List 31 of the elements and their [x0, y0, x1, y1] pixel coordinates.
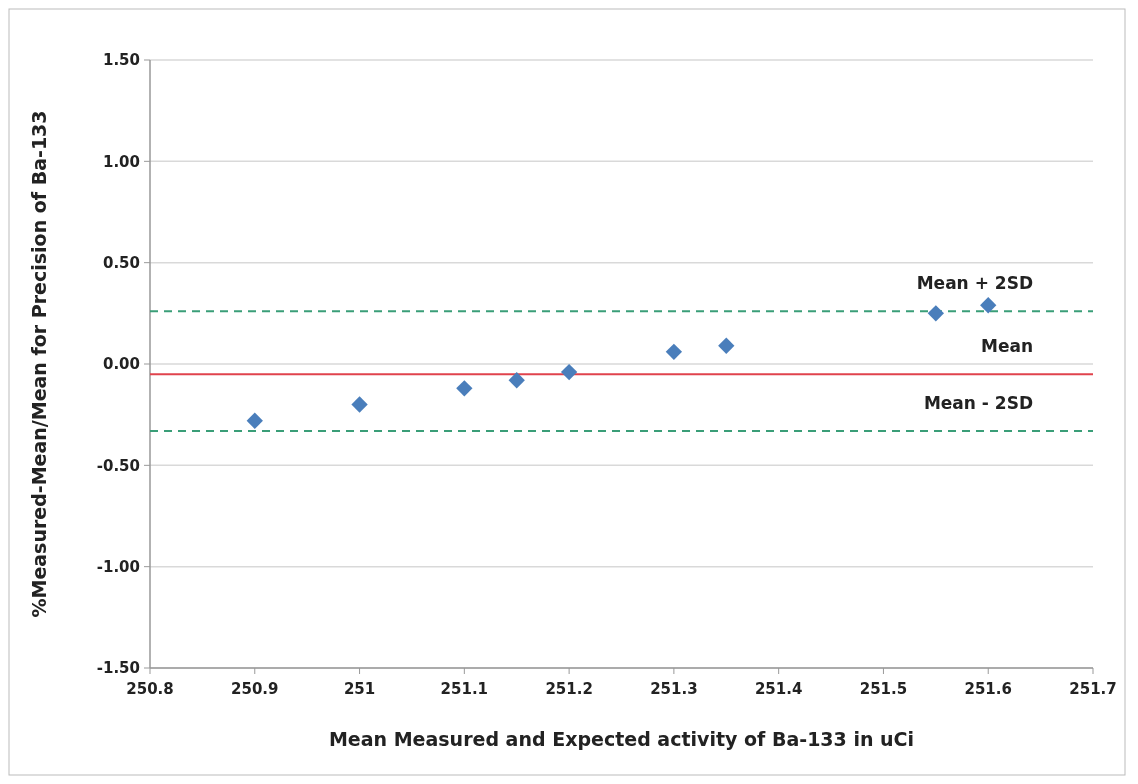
- point: [665, 343, 683, 360]
- x-axis-title: Mean Measured and Expected activity of Ba-133 in uCi: [328, 728, 915, 750]
- y-tick-label: -1.50: [96, 659, 140, 678]
- y-tick-label: 1.50: [102, 51, 140, 70]
- y-tick-label: 1.00: [102, 152, 140, 171]
- x-tick-label: 250.8: [126, 680, 174, 698]
- y-axis-title: %Measured-Mean/Mean for Precision of Ba-133: [28, 110, 50, 618]
- ref-line-label: Mean - 2SD: [923, 392, 1033, 413]
- ref-line-label: Mean + 2SD: [916, 273, 1033, 294]
- y-tick-label: 0.00: [102, 355, 140, 374]
- x-tick-label: 250.9: [231, 680, 279, 698]
- x-tick-label: 251.3: [650, 680, 698, 698]
- x-tick-label: 251: [343, 680, 376, 698]
- x-tick-label: 251.6: [964, 680, 1012, 698]
- point: [351, 396, 368, 413]
- x-tick-label: 251.7: [1069, 680, 1117, 698]
- point: [980, 297, 997, 314]
- x-tick-label: 251.4: [754, 680, 803, 698]
- x-tick-label: 251.5: [859, 680, 908, 698]
- y-tick-label: 0.50: [102, 253, 140, 272]
- y-tick-label: -1.00: [96, 557, 140, 576]
- point: [927, 305, 944, 322]
- ref-line-label: Mean: [980, 336, 1033, 357]
- point: [718, 337, 735, 354]
- point: [560, 363, 578, 381]
- point: [246, 412, 263, 429]
- point: [456, 380, 473, 397]
- point: [508, 372, 525, 389]
- x-tick-label: 251.2: [545, 680, 593, 698]
- x-tick-label: 251.1: [440, 680, 489, 698]
- y-tick-label: -0.50: [96, 456, 140, 475]
